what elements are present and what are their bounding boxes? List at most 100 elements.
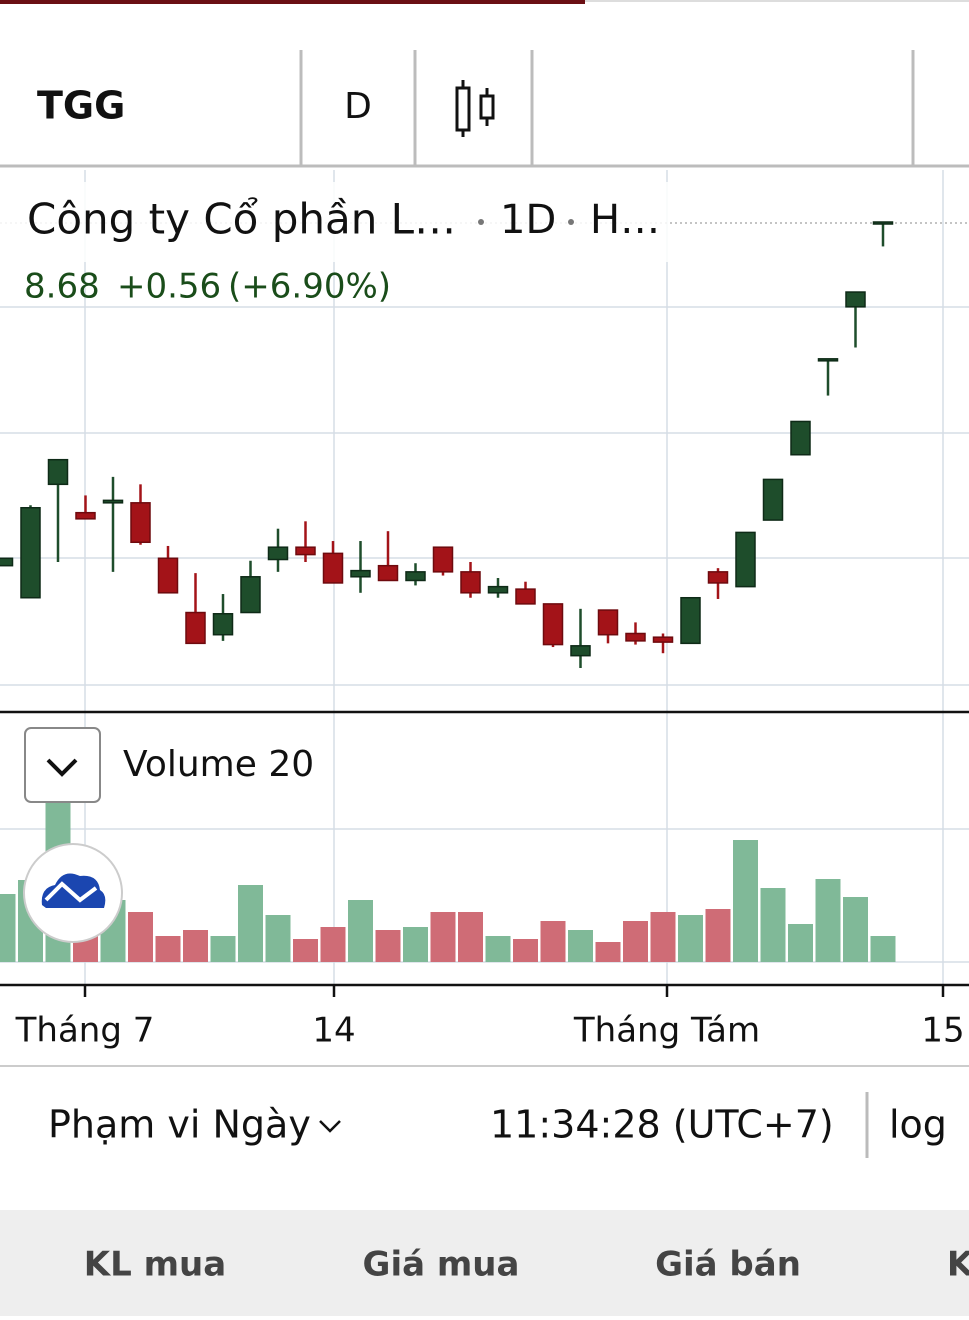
legend-title: Công ty Cổ phần L…: [27, 195, 456, 244]
tab[interactable]: K: [947, 1245, 969, 1285]
volume-bar: [430, 912, 456, 962]
tab[interactable]: Giá bán: [655, 1245, 801, 1285]
candle-body: [75, 511, 96, 520]
clock: 11:34:28 (UTC+7): [490, 1103, 834, 1147]
volume-label: Volume 20: [123, 744, 314, 785]
candle-body: [652, 636, 674, 643]
symbol[interactable]: TGG: [37, 84, 125, 128]
app-logo[interactable]: [23, 843, 123, 943]
candle-body: [322, 552, 344, 584]
candle-body: [267, 546, 289, 561]
chevron: [46, 758, 78, 777]
legend-exchange: H…: [590, 197, 660, 243]
candle-body: [460, 571, 481, 594]
dot: [478, 219, 484, 225]
volume-bar: [293, 939, 318, 962]
volume-bar: [375, 930, 401, 962]
candle-body: [790, 420, 811, 456]
volume-bar: [238, 885, 263, 962]
volume-bar: [705, 909, 731, 962]
candle-body: [625, 632, 646, 642]
x-tick-label: Tháng Tám: [573, 1011, 760, 1051]
x-axis-labels: Tháng 7 14 Tháng Tám 15: [15, 985, 965, 1051]
toolbar: [0, 50, 969, 168]
candle-body: [185, 611, 206, 645]
volume-bar: [623, 921, 648, 962]
candle-body: [377, 564, 399, 582]
change-pct: (+6.90%): [228, 267, 391, 307]
tabs: KL mua Giá mua Giá bán K: [84, 1245, 969, 1285]
candle-body: [240, 576, 261, 614]
volume-bar: [265, 915, 291, 962]
volume-bar: [458, 912, 483, 962]
volume-bar: [155, 936, 181, 962]
change: +0.56: [117, 267, 221, 307]
volume-bar: [870, 936, 896, 962]
x-tick-label: 15: [921, 1011, 964, 1051]
candle-body: [872, 221, 894, 225]
candle-body: [405, 571, 426, 582]
candle-body: [570, 645, 591, 657]
volume-bar: [733, 840, 758, 962]
candle-body: [845, 291, 866, 308]
candle-body: [487, 585, 509, 594]
volume-bar: [568, 930, 593, 962]
volume-bar: [128, 912, 153, 962]
legend-bg: [0, 182, 668, 262]
candle-body: [350, 569, 371, 578]
candle-body: [432, 546, 454, 573]
dot: [568, 219, 574, 225]
candle-body: [295, 546, 316, 556]
progress-bar: [0, 0, 585, 4]
candle-body: [542, 603, 564, 646]
candle-body: [817, 358, 839, 362]
volume-bar: [0, 894, 16, 962]
candle-body: [20, 507, 41, 599]
candle-body: [212, 613, 234, 636]
candle-body: [0, 557, 14, 567]
chevron: [319, 1120, 341, 1133]
interval-button[interactable]: D: [344, 86, 372, 127]
volume-bar: [513, 939, 538, 962]
candle-body: [130, 502, 151, 544]
volume-bar: [760, 888, 786, 962]
candle-body: [102, 499, 124, 504]
collapse-button[interactable]: [24, 727, 101, 803]
candle-body: [47, 458, 69, 486]
candle-body: [515, 588, 536, 605]
volume-pane: [0, 800, 896, 962]
volume-bar: [843, 897, 868, 962]
log-toggle[interactable]: log: [889, 1103, 947, 1147]
volume-bar: [788, 924, 813, 962]
candle-body: [707, 571, 729, 584]
chart-type-icon[interactable]: [455, 80, 495, 137]
last-price: 8.68: [24, 267, 100, 307]
candle-body: [735, 531, 756, 588]
candle-body: [597, 609, 619, 636]
volume-bar: [210, 936, 236, 962]
volume-bar: [485, 936, 511, 962]
range-selector[interactable]: Phạm vi Ngày: [48, 1103, 311, 1147]
volume-bar: [650, 912, 676, 962]
volume-bar: [320, 927, 346, 962]
volume-bar: [595, 942, 621, 962]
volume-bar: [183, 930, 208, 962]
price-pane: [0, 221, 894, 668]
candle-body: [762, 478, 784, 521]
volume-bar: [815, 879, 841, 962]
volume-bar: [403, 927, 428, 962]
tab-bar: [0, 1210, 969, 1316]
tab[interactable]: KL mua: [84, 1245, 226, 1285]
legend-interval: 1D: [500, 197, 556, 243]
x-tick-label: 14: [312, 1011, 355, 1051]
candle-body: [157, 557, 179, 594]
candle-body: [680, 596, 701, 645]
progress-track: [585, 0, 969, 2]
x-tick-label: Tháng 7: [15, 1011, 155, 1051]
volume-bar: [678, 915, 703, 962]
tab[interactable]: Giá mua: [363, 1245, 520, 1285]
volume-bar: [540, 921, 566, 962]
volume-bar: [348, 900, 373, 962]
